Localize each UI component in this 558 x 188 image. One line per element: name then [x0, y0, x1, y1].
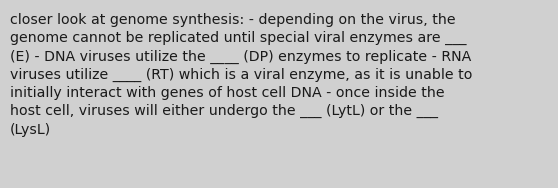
Text: closer look at genome synthesis: - depending on the virus, the
genome cannot be : closer look at genome synthesis: - depen…	[10, 13, 473, 137]
